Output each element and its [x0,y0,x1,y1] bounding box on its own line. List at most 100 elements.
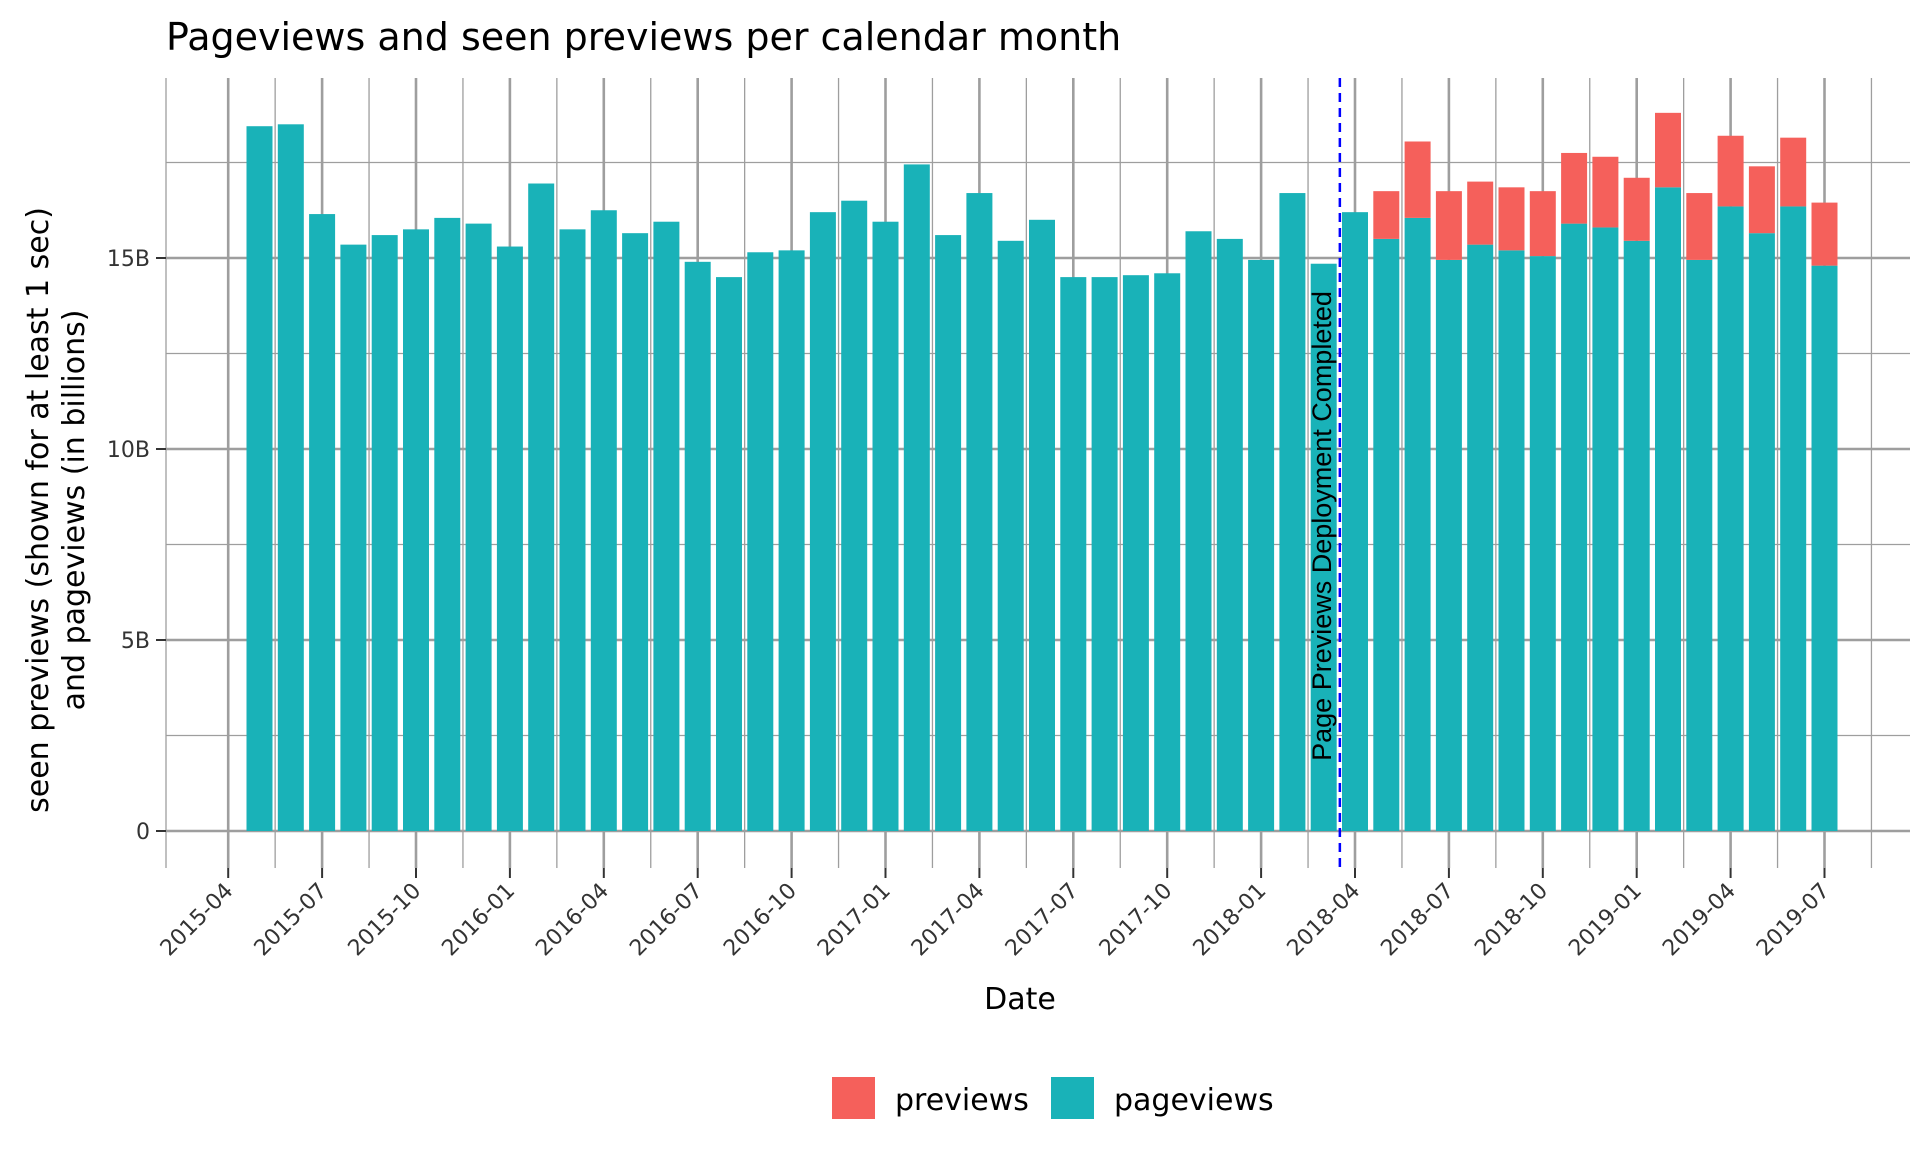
y-tick-label: 5B [121,629,150,654]
bar-pageviews-2016-04 [590,210,617,831]
x-tick-label: 2016-04 [531,879,614,962]
bar-pageviews-2019-03 [1686,259,1713,831]
y-axis-title-line-1: seen previews (shown for at least 1 sec) [21,207,56,813]
bar-pageviews-2018-03 [1310,263,1337,832]
bar-pageviews-2017-03 [935,235,962,831]
bar-pageviews-2018-05 [1373,238,1400,831]
bar-pageviews-2016-02 [528,183,555,831]
bar-pageviews-2017-08 [1091,277,1118,832]
bar-pageviews-2017-07 [1060,277,1087,832]
legend-swatch-pageviews [1051,1077,1094,1119]
bar-previews-2018-07 [1435,191,1462,260]
bar-pageviews-2018-06 [1404,217,1431,831]
bar-pageviews-2016-06 [653,221,680,831]
x-tick-label: 2019-07 [1752,879,1835,962]
bar-pageviews-2018-04 [1342,212,1368,831]
bar-previews-2018-12 [1592,156,1619,228]
x-axis-title: Date [984,982,1056,1017]
bar-previews-2018-08 [1467,181,1494,245]
bar-previews-2018-09 [1498,187,1525,251]
legend-swatch-previews [832,1077,875,1119]
bar-pageviews-2016-07 [684,261,711,831]
bar-pageviews-2018-08 [1467,244,1494,831]
bar-pageviews-2016-08 [716,277,742,832]
bar-pageviews-2017-04 [966,193,993,831]
legend: previews pageviews [832,1077,1274,1119]
y-tick-label: 15B [107,247,150,272]
bar-pageviews-2015-07 [309,214,336,831]
x-tick-label: 2015-07 [250,879,333,962]
bar-pageviews-2015-06 [277,124,304,832]
x-tick-label: 2018-07 [1376,879,1459,962]
x-tick-label: 2016-07 [625,879,708,962]
bar-previews-2018-06 [1404,141,1431,218]
bar-previews-2019-06 [1780,137,1807,207]
bar-pageviews-2018-01 [1248,259,1275,831]
bar-pageviews-2018-07 [1435,259,1462,831]
x-tick-label: 2017-10 [1095,879,1178,962]
bar-pageviews-2017-05 [997,240,1024,831]
bar-previews-2019-03 [1686,193,1713,260]
chart-title: Pageviews and seen previews per calendar… [166,15,1121,59]
bar-previews-2018-05 [1373,191,1400,239]
y-axis-title: seen previews (shown for at least 1 sec)… [21,207,92,813]
bar-previews-2019-05 [1748,166,1775,234]
bar-pageviews-2017-12 [1216,238,1243,831]
bar-pageviews-2016-09 [747,252,774,831]
bar-pageviews-2017-01 [872,221,899,831]
bar-pageviews-2017-11 [1185,231,1212,831]
bar-pageviews-2016-05 [622,233,649,832]
bar-pageviews-2015-05 [246,126,273,831]
bar-pageviews-2018-12 [1592,227,1619,831]
x-tick-label: 2015-04 [156,879,239,962]
y-axis-title-line-2: and pageviews (in billions) [57,310,92,711]
bar-previews-2019-02 [1655,112,1681,188]
bar-pageviews-2018-11 [1561,223,1588,831]
x-tick-label: 2018-10 [1470,879,1553,962]
y-tick-label: 10B [107,438,150,463]
y-tick-label: 0 [136,820,150,845]
bar-pageviews-2016-11 [809,212,836,831]
x-tick-label: 2017-04 [907,879,990,962]
y-axis-ticks: 0 5B 10B 15B [107,247,166,845]
bar-pageviews-2018-09 [1498,250,1525,832]
bar-pageviews-2017-10 [1154,273,1181,831]
bar-previews-2019-01 [1623,177,1650,241]
x-tick-label: 2019-01 [1564,879,1647,962]
bars [246,112,1838,832]
legend-label-previews: previews [895,1083,1029,1118]
bar-pageviews-2015-12 [465,223,492,831]
bar-pageviews-2017-02 [903,164,930,831]
bar-pageviews-2018-10 [1529,256,1556,832]
bar-pageviews-2019-06 [1780,206,1807,831]
x-tick-label: 2016-01 [437,879,520,962]
bar-pageviews-2018-02 [1279,193,1306,831]
x-tick-label: 2017-01 [813,879,896,962]
x-tick-label: 2017-07 [1001,879,1084,962]
bar-pageviews-2019-07 [1811,265,1838,831]
bar-pageviews-2015-09 [371,235,398,831]
bar-pageviews-2019-05 [1748,233,1775,832]
bar-previews-2019-04 [1717,135,1744,207]
deployment-annotation: Page Previews Deployment Completed [1307,78,1342,868]
bar-pageviews-2015-08 [340,244,367,831]
x-tick-label: 2019-04 [1658,879,1741,962]
bar-pageviews-2016-03 [559,229,586,832]
bar-pageviews-2019-01 [1623,240,1650,831]
bar-pageviews-2017-09 [1122,275,1149,831]
x-axis-ticks: 2015-04 2015-07 2015-10 2016-01 2016-04 2016-… [156,868,1835,961]
bar-pageviews-2016-12 [841,200,868,831]
bar-pageviews-2019-04 [1717,206,1744,831]
bar-pageviews-2016-01 [496,246,523,832]
bar-previews-2018-10 [1529,191,1556,257]
bar-previews-2018-11 [1561,152,1588,224]
bar-pageviews-2017-06 [1029,219,1055,832]
bar-pageviews-2016-10 [778,250,805,832]
x-tick-label: 2016-10 [719,879,802,962]
deployment-label: Page Previews Deployment Completed [1307,291,1337,761]
x-tick-label: 2018-04 [1283,879,1366,962]
x-tick-label: 2015-10 [344,879,427,962]
bar-pageviews-2015-11 [434,217,461,831]
x-tick-label: 2018-01 [1189,879,1272,962]
